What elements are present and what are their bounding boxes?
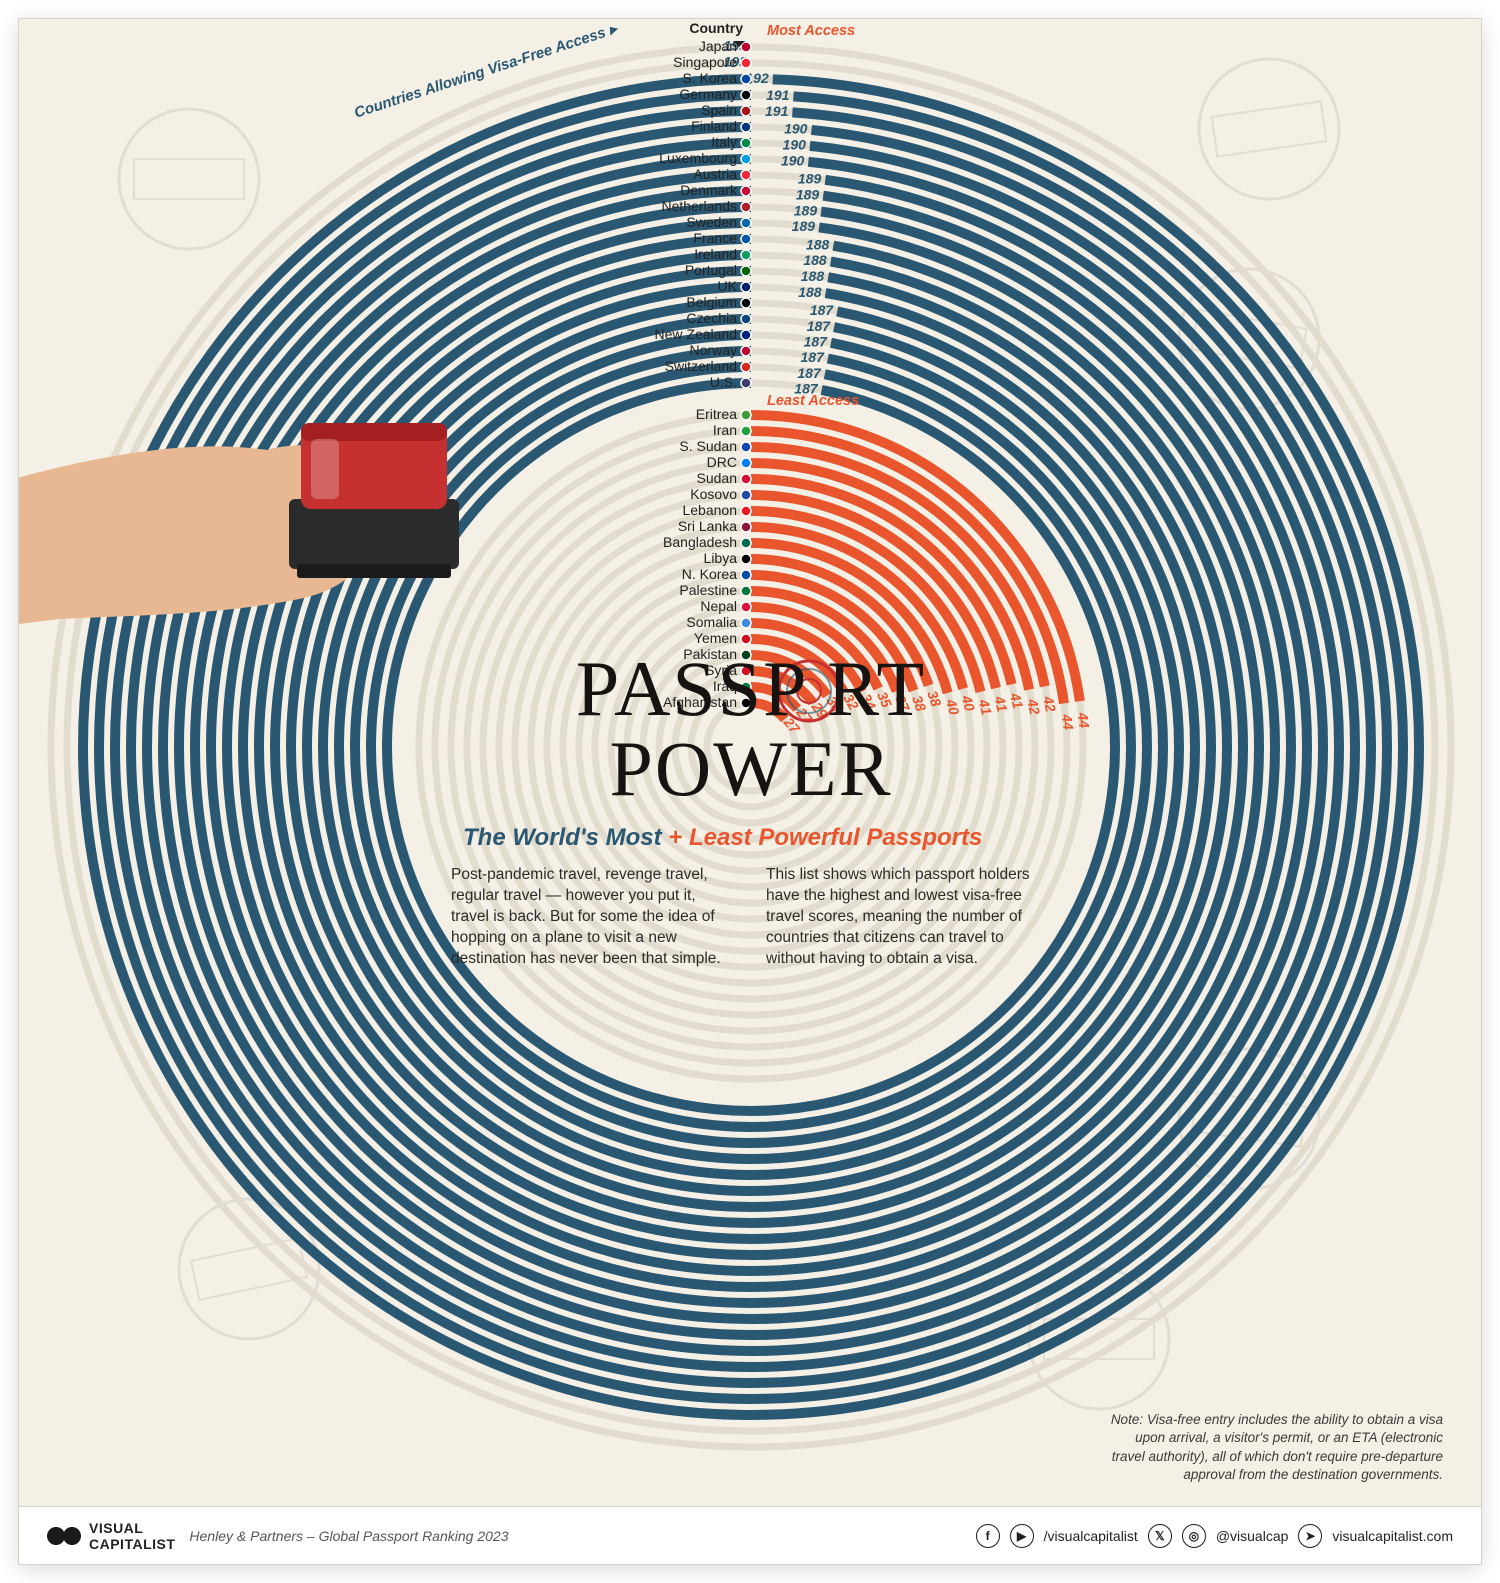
svg-text:190: 190	[781, 153, 805, 169]
svg-text:Nepal: Nepal	[700, 598, 737, 614]
svg-text:Most Access: Most Access	[767, 23, 855, 39]
svg-text:191: 191	[766, 87, 790, 103]
svg-text:Eritrea: Eritrea	[696, 406, 737, 422]
svg-text:Norway: Norway	[690, 342, 737, 358]
footnote: Note: Visa-free entry includes the abili…	[1103, 1411, 1443, 1484]
svg-text:Kosovo: Kosovo	[690, 486, 737, 502]
svg-text:188: 188	[803, 252, 827, 268]
svg-text:U.S.: U.S.	[710, 374, 737, 390]
brand-logo: VISUAL CAPITALIST	[47, 1520, 175, 1552]
svg-text:Portugal: Portugal	[685, 262, 737, 278]
cursor-icon[interactable]: ➤	[1298, 1524, 1322, 1548]
svg-text:POWER: POWER	[610, 725, 893, 812]
svg-text:Japan: Japan	[699, 38, 737, 54]
svg-text:189: 189	[796, 186, 820, 202]
svg-text:Libya: Libya	[704, 550, 738, 566]
svg-text:Sudan: Sudan	[697, 470, 737, 486]
svg-text:Ireland: Ireland	[694, 246, 737, 262]
svg-text:Switzerland: Switzerland	[665, 358, 737, 374]
svg-text:187: 187	[801, 349, 826, 365]
svg-text:PASSP RT: PASSP RT	[576, 645, 926, 732]
svg-text:Country: Country	[689, 20, 743, 36]
svg-text:187: 187	[804, 334, 829, 350]
svg-text:Denmark: Denmark	[680, 182, 738, 198]
svg-text:New Zealand: New Zealand	[655, 326, 738, 342]
svg-text:40: 40	[943, 696, 963, 716]
svg-text:187: 187	[797, 365, 822, 381]
social-links: f ▶ /visualcapitalist 𝕏 ◎ @visualcap ➤ v…	[976, 1524, 1453, 1548]
svg-text:Spain: Spain	[701, 102, 737, 118]
svg-text:190: 190	[783, 137, 807, 153]
svg-text:Italy: Italy	[711, 134, 737, 150]
svg-text:42: 42	[1024, 696, 1043, 716]
facebook-icon[interactable]: f	[976, 1524, 1000, 1548]
instagram-icon[interactable]: ◎	[1182, 1524, 1206, 1548]
radial-chart: 193Japan193Singapore192S. Korea191German…	[19, 19, 1481, 1486]
svg-text:Least Access: Least Access	[767, 393, 859, 409]
svg-text:189: 189	[792, 218, 816, 234]
brand-line1: VISUAL	[89, 1520, 143, 1536]
svg-text:Singapore: Singapore	[673, 54, 737, 70]
svg-text:Sweden: Sweden	[686, 214, 737, 230]
social-handle-1: /visualcapitalist	[1044, 1528, 1138, 1544]
svg-text:190: 190	[784, 121, 808, 137]
svg-text:Austria: Austria	[693, 166, 737, 182]
svg-text:N. Korea: N. Korea	[682, 566, 737, 582]
svg-text:Bangladesh: Bangladesh	[663, 534, 737, 550]
svg-text:187: 187	[810, 302, 835, 318]
data-source: Henley & Partners – Global Passport Rank…	[189, 1528, 508, 1544]
binoculars-icon	[47, 1526, 81, 1546]
svg-text:188: 188	[806, 236, 830, 252]
svg-text:Luxembourg: Luxembourg	[659, 150, 737, 166]
infographic-canvas: 193Japan193Singapore192S. Korea191German…	[18, 18, 1482, 1565]
svg-text:Czechia: Czechia	[686, 310, 737, 326]
svg-text:Yemen: Yemen	[694, 630, 737, 646]
page-frame: 193Japan193Singapore192S. Korea191German…	[0, 0, 1500, 1583]
footer-bar: VISUAL CAPITALIST Henley & Partners – Gl…	[19, 1506, 1481, 1564]
svg-text:S. Korea: S. Korea	[683, 70, 738, 86]
svg-text:Germany: Germany	[679, 86, 737, 102]
social-site: visualcapitalist.com	[1332, 1528, 1453, 1544]
hand-stamp-illustration	[19, 423, 459, 629]
brand-line2: CAPITALIST	[89, 1536, 175, 1552]
svg-text:DRC: DRC	[707, 454, 737, 470]
svg-text:Iran: Iran	[713, 422, 737, 438]
svg-text:S. Sudan: S. Sudan	[679, 438, 737, 454]
svg-text:191: 191	[765, 103, 789, 119]
svg-text:Lebanon: Lebanon	[682, 502, 737, 518]
svg-text:The World's Most + Least Power: The World's Most + Least Powerful Passpo…	[463, 824, 982, 851]
svg-text:UK: UK	[718, 278, 738, 294]
svg-text:187: 187	[807, 318, 832, 334]
svg-text:Sri Lanka: Sri Lanka	[678, 518, 737, 534]
svg-text:Belgium: Belgium	[686, 294, 737, 310]
svg-text:Netherlands: Netherlands	[662, 198, 738, 214]
svg-text:Somalia: Somalia	[686, 614, 737, 630]
svg-text:188: 188	[798, 284, 822, 300]
svg-text:France: France	[693, 230, 737, 246]
svg-text:Palestine: Palestine	[679, 582, 737, 598]
svg-text:189: 189	[794, 202, 818, 218]
youtube-icon[interactable]: ▶	[1010, 1524, 1034, 1548]
svg-text:Finland: Finland	[691, 118, 737, 134]
social-handle-2: @visualcap	[1216, 1528, 1289, 1544]
svg-text:188: 188	[801, 268, 825, 284]
svg-text:44: 44	[1059, 712, 1077, 731]
twitter-icon[interactable]: 𝕏	[1148, 1524, 1172, 1548]
svg-text:189: 189	[798, 171, 822, 187]
